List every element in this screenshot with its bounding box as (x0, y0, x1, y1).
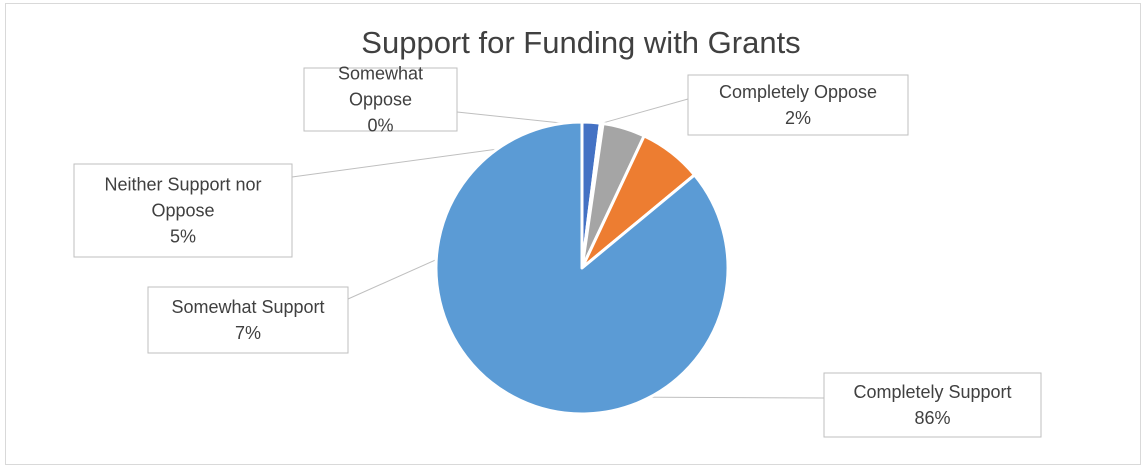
data-label-callout: Completely Oppose 2% (687, 74, 909, 136)
data-label-category: Somewhat (338, 64, 423, 84)
data-label-percent: 0% (367, 116, 393, 136)
leader-line (590, 98, 689, 127)
data-label-callout: Somewhat Oppose 0% (303, 64, 458, 136)
data-label-category: Completely Oppose (719, 82, 877, 102)
callout-box (303, 67, 458, 132)
pie-slice-completely-support (434, 120, 730, 416)
data-label-callout: Somewhat Support 7% (147, 286, 349, 354)
data-label-category: Completely Support (853, 382, 1011, 402)
data-label-percent: 5% (170, 227, 196, 247)
callout-box (823, 372, 1042, 438)
callout-box (687, 74, 909, 136)
data-label-callout: Completely Support 86% (823, 372, 1042, 438)
data-label-category: Neither Support nor (104, 175, 261, 195)
callout-box (147, 286, 349, 354)
data-labels: Completely Oppose 2% Somewhat Oppose 0% Neith… (73, 64, 1042, 438)
chart-title: Support for Funding with Grants (361, 25, 800, 60)
data-label-category: Oppose (151, 201, 214, 221)
data-label-callout: Neither Support nor Oppose 5% (73, 163, 293, 258)
data-label-percent: 7% (235, 323, 261, 343)
callout-box (73, 163, 293, 258)
data-label-category: Somewhat Support (171, 297, 324, 317)
pie-slices (434, 120, 730, 416)
data-label-category: Oppose (349, 90, 412, 110)
data-label-percent: 2% (785, 108, 811, 128)
data-label-percent: 86% (914, 408, 950, 428)
